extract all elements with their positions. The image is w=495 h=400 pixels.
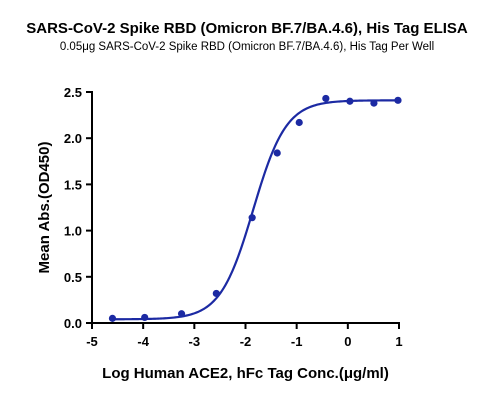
x-tick-label: 0 (344, 334, 351, 349)
data-point (212, 289, 220, 298)
data-point (295, 118, 303, 127)
y-tick-label: 0.0 (64, 316, 82, 331)
data-point (370, 99, 378, 107)
data-point (141, 313, 149, 322)
data-point (108, 314, 117, 322)
y-tick-label: 1.0 (64, 224, 82, 239)
data-point (248, 214, 256, 222)
x-axis-title: Log Human ACE2, hFc Tag Conc.(μg/ml) (102, 365, 389, 382)
x-tick-label: -4 (137, 334, 149, 349)
y-axis-title: Mean Abs.(OD450) (36, 142, 53, 274)
fit-curve-line (112, 99, 398, 321)
chart-subtitle: 0.05μg SARS-CoV-2 Spike RBD (Omicron BF.… (59, 41, 435, 53)
data-point (322, 94, 330, 103)
y-tick-label: 2.0 (64, 131, 82, 146)
data-point (177, 310, 186, 318)
x-tick-label: -3 (189, 334, 201, 349)
x-tick-label: -2 (240, 334, 252, 349)
y-tick-label: 1.5 (64, 177, 82, 192)
x-tick-label: -1 (291, 334, 303, 349)
x-tick-label: 1 (395, 334, 402, 349)
y-tick-label: 0.5 (64, 270, 82, 285)
chart-title: SARS-CoV-2 Spike RBD (Omicron BF.7/BA.4.… (26, 20, 468, 37)
x-tick-label: -5 (86, 334, 98, 349)
data-point (394, 96, 402, 104)
data-point (346, 97, 354, 105)
y-tick-label: 2.5 (64, 85, 82, 100)
data-point (273, 149, 281, 157)
